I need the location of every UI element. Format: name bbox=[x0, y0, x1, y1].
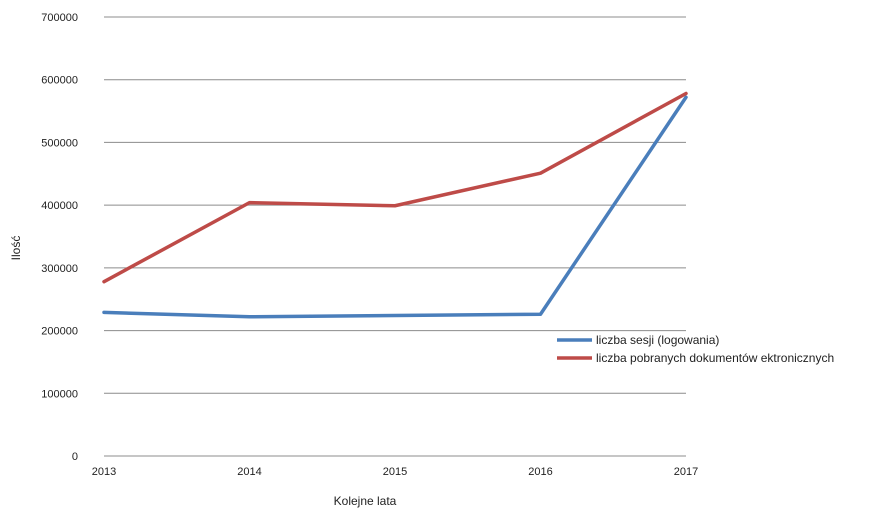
series-line bbox=[104, 94, 686, 282]
y-tick-label: 400000 bbox=[41, 200, 78, 212]
x-tick-label: 2014 bbox=[237, 466, 261, 478]
y-axis-title: Ilość bbox=[9, 236, 23, 261]
gridlines bbox=[104, 17, 686, 456]
y-tick-label: 600000 bbox=[41, 75, 78, 87]
x-tick-label: 2013 bbox=[92, 466, 116, 478]
legend-item: liczba sesji (logowania) bbox=[557, 333, 719, 347]
x-tick-label: 2017 bbox=[674, 466, 698, 478]
legend-item: liczba pobranych dokumentów ektronicznyc… bbox=[557, 351, 834, 365]
y-tick-label: 100000 bbox=[41, 388, 78, 400]
y-tick-label: 500000 bbox=[41, 137, 78, 149]
y-tick-label: 0 bbox=[72, 451, 78, 463]
x-tick-label: 2015 bbox=[383, 466, 407, 478]
y-axis-ticks: 0 100000 200000 300000 400000 500000 600000 700… bbox=[41, 12, 78, 463]
x-axis-ticks: 2013 2014 2015 2016 2017 bbox=[92, 466, 698, 478]
y-tick-label: 300000 bbox=[41, 263, 78, 275]
legend-label: liczba sesji (logowania) bbox=[596, 333, 719, 347]
x-tick-label: 2016 bbox=[528, 466, 552, 478]
y-tick-label: 700000 bbox=[41, 12, 78, 24]
y-tick-label: 200000 bbox=[41, 326, 78, 338]
legend-label: liczba pobranych dokumentów ektronicznyc… bbox=[596, 351, 834, 365]
legend: liczba sesji (logowania) liczba pobranyc… bbox=[557, 333, 834, 365]
x-axis-title: Kolejne lata bbox=[334, 494, 397, 508]
